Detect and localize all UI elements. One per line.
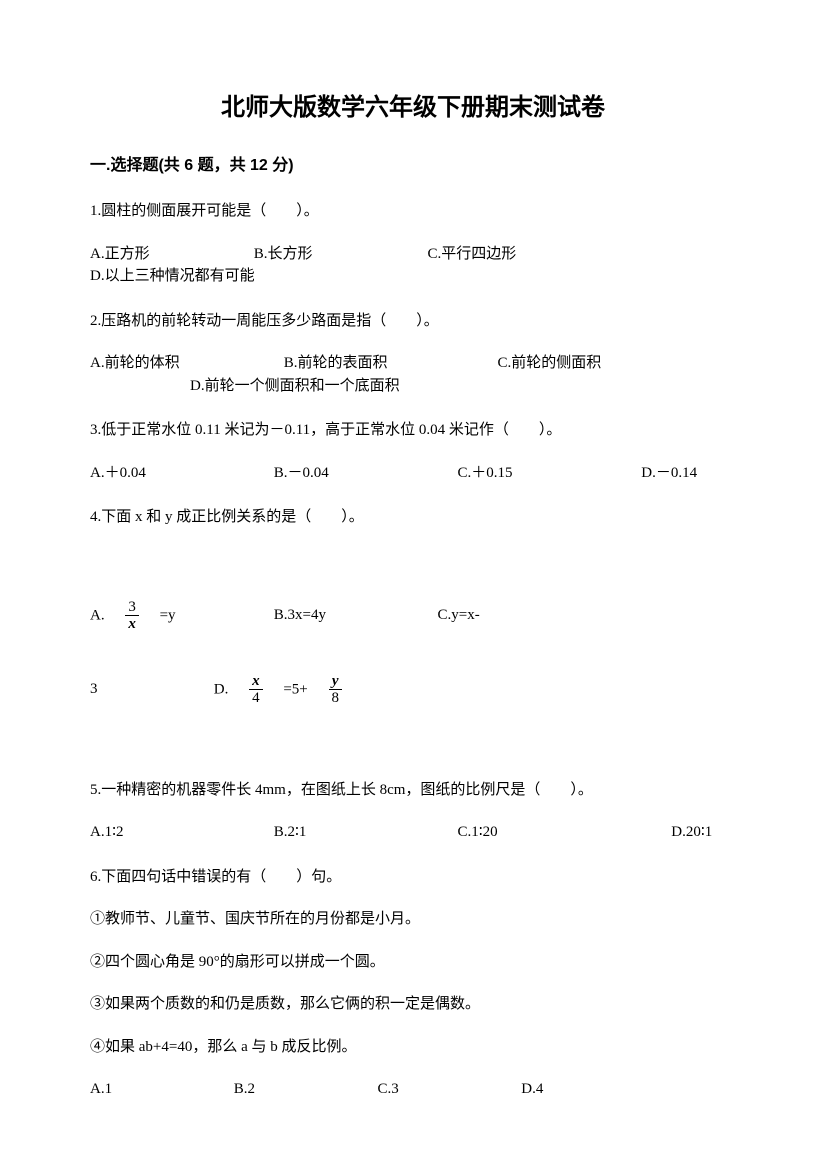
q6-s4: ④如果 ab+4=40，那么 a 与 b 成反比例。 bbox=[90, 1036, 736, 1059]
q4-a-pre: A. bbox=[90, 607, 120, 623]
section-header: 一.选择题(共 6 题，共 12 分) bbox=[90, 154, 736, 178]
q6-s2: ②四个圆心角是 90°的扇形可以拼成一个圆。 bbox=[90, 951, 736, 974]
frac-num: x bbox=[249, 673, 263, 691]
fraction-3-over-x: 3 x bbox=[125, 599, 139, 633]
q1-opt-c: C.平行四边形 bbox=[428, 243, 628, 266]
q1-opt-b: B.长方形 bbox=[254, 243, 424, 266]
q3-opt-d: D.－0.14 bbox=[641, 462, 697, 485]
q4-opt-a: A. 3 x =y bbox=[90, 599, 270, 633]
q4-text: 4.下面 x 和 y 成正比例关系的是（ ）。 bbox=[90, 506, 736, 529]
q6-opt-d: D.4 bbox=[521, 1078, 543, 1101]
q4-d-label: D. bbox=[214, 681, 244, 697]
q6-s1: ①教师节、儿童节、国庆节所在的月份都是小月。 bbox=[90, 908, 736, 931]
question-1: 1.圆柱的侧面展开可能是（ ）。 A.正方形 B.长方形 C.平行四边形 D.以… bbox=[90, 200, 736, 288]
question-5: 5.一种精密的机器零件长 4mm，在图纸上长 8cm，图纸的比例尺是（ ）。 A… bbox=[90, 779, 736, 844]
q2-opt-a: A.前轮的体积 bbox=[90, 352, 280, 375]
frac-den: 4 bbox=[249, 690, 263, 707]
q4-d-mid: =5+ bbox=[268, 681, 322, 697]
frac-num: y bbox=[329, 673, 343, 691]
question-3: 3.低于正常水位 0.11 米记为－0.11，高于正常水位 0.04 米记作（ … bbox=[90, 419, 736, 484]
q1-opt-d: D.以上三种情况都有可能 bbox=[90, 265, 255, 288]
frac-den: x bbox=[125, 616, 139, 633]
frac-den: 8 bbox=[329, 690, 343, 707]
q6-s3: ③如果两个质数的和仍是质数，那么它俩的积一定是偶数。 bbox=[90, 993, 736, 1016]
fraction-y-over-8: y 8 bbox=[329, 673, 343, 707]
frac-num: 3 bbox=[125, 599, 139, 617]
q3-opt-b: B.－0.04 bbox=[274, 462, 454, 485]
q3-opt-a: A.＋0.04 bbox=[90, 462, 270, 485]
q4-a-post: =y bbox=[145, 607, 176, 623]
q3-text: 3.低于正常水位 0.11 米记为－0.11，高于正常水位 0.04 米记作（ … bbox=[90, 419, 736, 442]
question-2: 2.压路机的前轮转动一周能压多少路面是指（ ）。 A.前轮的体积 B.前轮的表面… bbox=[90, 310, 736, 398]
fraction-x-over-4: x 4 bbox=[249, 673, 263, 707]
q5-opt-d: D.20∶1 bbox=[671, 821, 712, 844]
q6-text: 6.下面四句话中错误的有（ ）句。 bbox=[90, 866, 736, 889]
q2-opt-b: B.前轮的表面积 bbox=[284, 352, 494, 375]
q4-opt-c: C.y=x- bbox=[438, 604, 480, 627]
q5-text: 5.一种精密的机器零件长 4mm，在图纸上长 8cm，图纸的比例尺是（ ）。 bbox=[90, 779, 736, 802]
q4-opt-d: D. x 4 =5+ y 8 bbox=[214, 673, 344, 707]
q2-opt-d: D.前轮一个侧面积和一个底面积 bbox=[190, 375, 400, 398]
q2-text: 2.压路机的前轮转动一周能压多少路面是指（ ）。 bbox=[90, 310, 736, 333]
page-title: 北师大版数学六年级下册期末测试卷 bbox=[90, 90, 736, 126]
q6-opt-a: A.1 bbox=[90, 1078, 230, 1101]
q3-opt-c: C.＋0.15 bbox=[458, 462, 638, 485]
question-4: 4.下面 x 和 y 成正比例关系的是（ ）。 A. 3 x =y B.3x=4… bbox=[90, 506, 736, 707]
q5-opt-a: A.1∶2 bbox=[90, 821, 270, 844]
q6-opt-b: B.2 bbox=[234, 1078, 374, 1101]
q4-line2-3: 3 bbox=[90, 678, 210, 701]
q5-opt-c: C.1∶20 bbox=[458, 821, 668, 844]
q5-opt-b: B.2∶1 bbox=[274, 821, 454, 844]
q4-opt-b: B.3x=4y bbox=[274, 604, 434, 627]
q1-text: 1.圆柱的侧面展开可能是（ ）。 bbox=[90, 200, 736, 223]
q1-opt-a: A.正方形 bbox=[90, 243, 250, 266]
question-6: 6.下面四句话中错误的有（ ）句。 ①教师节、儿童节、国庆节所在的月份都是小月。… bbox=[90, 866, 736, 1101]
q6-opt-c: C.3 bbox=[378, 1078, 518, 1101]
q2-opt-c: C.前轮的侧面积 bbox=[498, 352, 602, 375]
